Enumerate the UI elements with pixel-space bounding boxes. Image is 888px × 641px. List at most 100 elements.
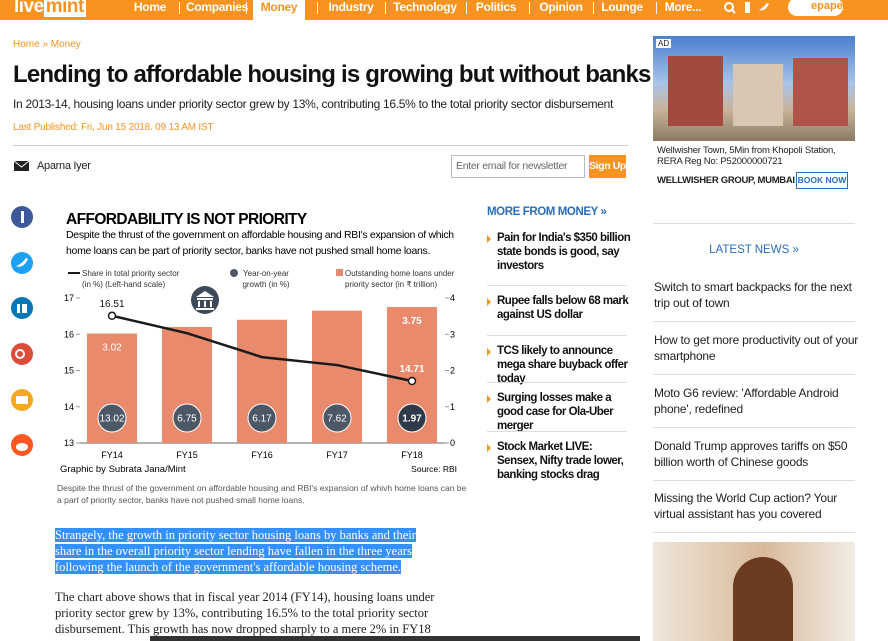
newsletter-input[interactable]: Enter email for newsletter — [451, 155, 585, 178]
signup-label: Sign Up — [589, 160, 626, 172]
nav-bar: live mint Home Companies Money Industry Techn… — [0, 0, 888, 20]
glyph — [16, 258, 28, 267]
google-share[interactable] — [11, 343, 33, 365]
book-now[interactable]: BOOK NOW — [796, 172, 848, 189]
text-line: Strangely, the growth in priority sector… — [55, 528, 416, 542]
divider — [653, 480, 855, 481]
chart-title: AFFORDABILITY IS NOT PRIORITY — [66, 211, 308, 228]
bar — [387, 307, 437, 443]
nav-item[interactable]: More... — [664, 0, 702, 14]
headline: Lending to affordable housing is growing… — [13, 61, 651, 88]
latest-item[interactable]: Moto G6 review: 'Affordable Android phon… — [654, 386, 839, 416]
nav-item[interactable]: Opinion — [539, 0, 583, 14]
bullet — [487, 395, 491, 403]
bar — [312, 310, 362, 443]
more-item[interactable]: Pain for India's $350 billion state bond… — [497, 232, 631, 272]
search-icon — [731, 9, 736, 14]
ad-image[interactable] — [653, 542, 855, 641]
more-item[interactable]: Rupee falls below 68 mark against US dol… — [497, 295, 629, 321]
latest-title[interactable]: LATEST NEWS » — [709, 244, 799, 256]
nav-separator — [179, 2, 180, 14]
chart-subtitle: home loans can be part of priority secto… — [66, 245, 430, 257]
growth-label: 1.97 — [402, 414, 422, 425]
logo-part: live — [14, 0, 44, 17]
search-icon[interactable] — [724, 2, 734, 12]
latest-item[interactable]: Switch to smart backpacks for the next t… — [654, 280, 852, 310]
nav-item[interactable]: Lounge — [601, 0, 643, 14]
placeholder: Enter email for newsletter — [456, 160, 568, 172]
latest-item[interactable]: Missing the World Cup action? Your virtu… — [654, 491, 838, 521]
social-icons — [11, 206, 33, 456]
nav-item[interactable]: Money — [253, 0, 305, 20]
legend-label: Share in total priority sector — [82, 269, 180, 278]
y-tick-label: 14 — [64, 402, 74, 412]
growth-badge — [247, 403, 277, 433]
growth-badge — [97, 403, 127, 433]
growth-label: 6.75 — [177, 414, 197, 425]
growth-label: 13.02 — [99, 414, 124, 425]
legend-label: priority sector (in ₹ trillion) — [345, 280, 438, 289]
nav-separator — [466, 2, 467, 14]
nav-item[interactable]: Technology — [393, 0, 457, 14]
nav-item[interactable]: Companies — [186, 0, 248, 14]
x-tick-label: FY15 — [176, 450, 198, 460]
legend-symbol — [230, 269, 238, 277]
nav-item[interactable]: Politics — [475, 0, 517, 14]
twitter-icon[interactable] — [759, 3, 769, 11]
nav-separator — [385, 2, 386, 14]
author[interactable]: Aparna Iyer — [37, 160, 91, 172]
more-item[interactable]: Surging losses make a good case for Ola-… — [497, 392, 614, 432]
latest-item[interactable]: Donald Trump approves tariffs on $50 bil… — [654, 439, 848, 469]
text-line: priority sector grew by 13%, contributin… — [55, 606, 429, 620]
nav-item[interactable]: Industry — [328, 0, 374, 14]
figure — [733, 557, 793, 641]
x-tick-label: FY16 — [251, 450, 273, 460]
line-label: 14.71 — [399, 364, 424, 375]
legend-label: growth (in %) — [242, 280, 289, 289]
facebook-icon[interactable] — [745, 2, 750, 13]
highlighted-paragraph: Strangely, the growth in priority sector… — [55, 527, 416, 575]
building — [733, 64, 783, 126]
y-tick-label: 16 — [64, 329, 74, 339]
ad-image[interactable]: AD — [653, 36, 855, 141]
growth-badge — [172, 403, 202, 433]
y2-tick-label: 1 — [450, 402, 455, 412]
logo[interactable]: live mint — [14, 0, 86, 18]
chart-subtitle: Despite the thrust of the government on … — [66, 229, 454, 241]
chart-source: Source: RBI — [411, 464, 457, 474]
ad-text[interactable]: Wellwisher Town, 5Min from Khopoli Stati… — [657, 145, 857, 167]
more-item[interactable]: Stock Market LIVE: Sensex, Nifty trade l… — [497, 441, 624, 481]
legend-label: Outstanding home loans under — [345, 269, 455, 278]
breadcrumb[interactable]: Home » Money — [13, 39, 81, 50]
growth-label: 7.62 — [327, 414, 347, 425]
y-tick-label: 13 — [64, 438, 74, 448]
signup-button[interactable]: Sign Up — [589, 155, 626, 178]
more-title[interactable]: MORE FROM MONEY » — [487, 206, 607, 218]
bullet — [487, 298, 491, 306]
ad-line: RERA Reg No: P52000000721 — [657, 156, 783, 167]
y2-tick-label: 0 — [450, 438, 455, 448]
ad-label: AD — [656, 39, 672, 48]
growth-badge — [322, 403, 352, 433]
nav-separator — [246, 2, 247, 14]
chart-caption: Despite the thrust of the government on … — [57, 483, 467, 493]
book-now-label: BOOK NOW — [797, 175, 847, 185]
author-icon — [14, 160, 30, 171]
more-item[interactable]: TCS likely to announce mega share buybac… — [497, 345, 628, 385]
chart-credit: Graphic by Subrata Jana/Mint — [60, 464, 186, 475]
divider — [13, 145, 628, 146]
epaper-button[interactable]: epaper — [788, 0, 847, 16]
nav-separator — [317, 2, 318, 14]
published-date: Last Published: Fri, Jun 15 2018. 09 13 … — [13, 122, 214, 133]
bar — [237, 319, 287, 443]
nav-item[interactable]: Home — [133, 0, 167, 14]
building — [668, 56, 723, 126]
divider — [653, 374, 855, 375]
divider — [487, 382, 627, 383]
latest-item[interactable]: How to get more productivity out of your… — [654, 333, 859, 363]
line-point — [407, 376, 417, 386]
divider — [653, 223, 855, 224]
y-tick-label: 17 — [64, 293, 74, 303]
bank-icon — [191, 286, 219, 314]
